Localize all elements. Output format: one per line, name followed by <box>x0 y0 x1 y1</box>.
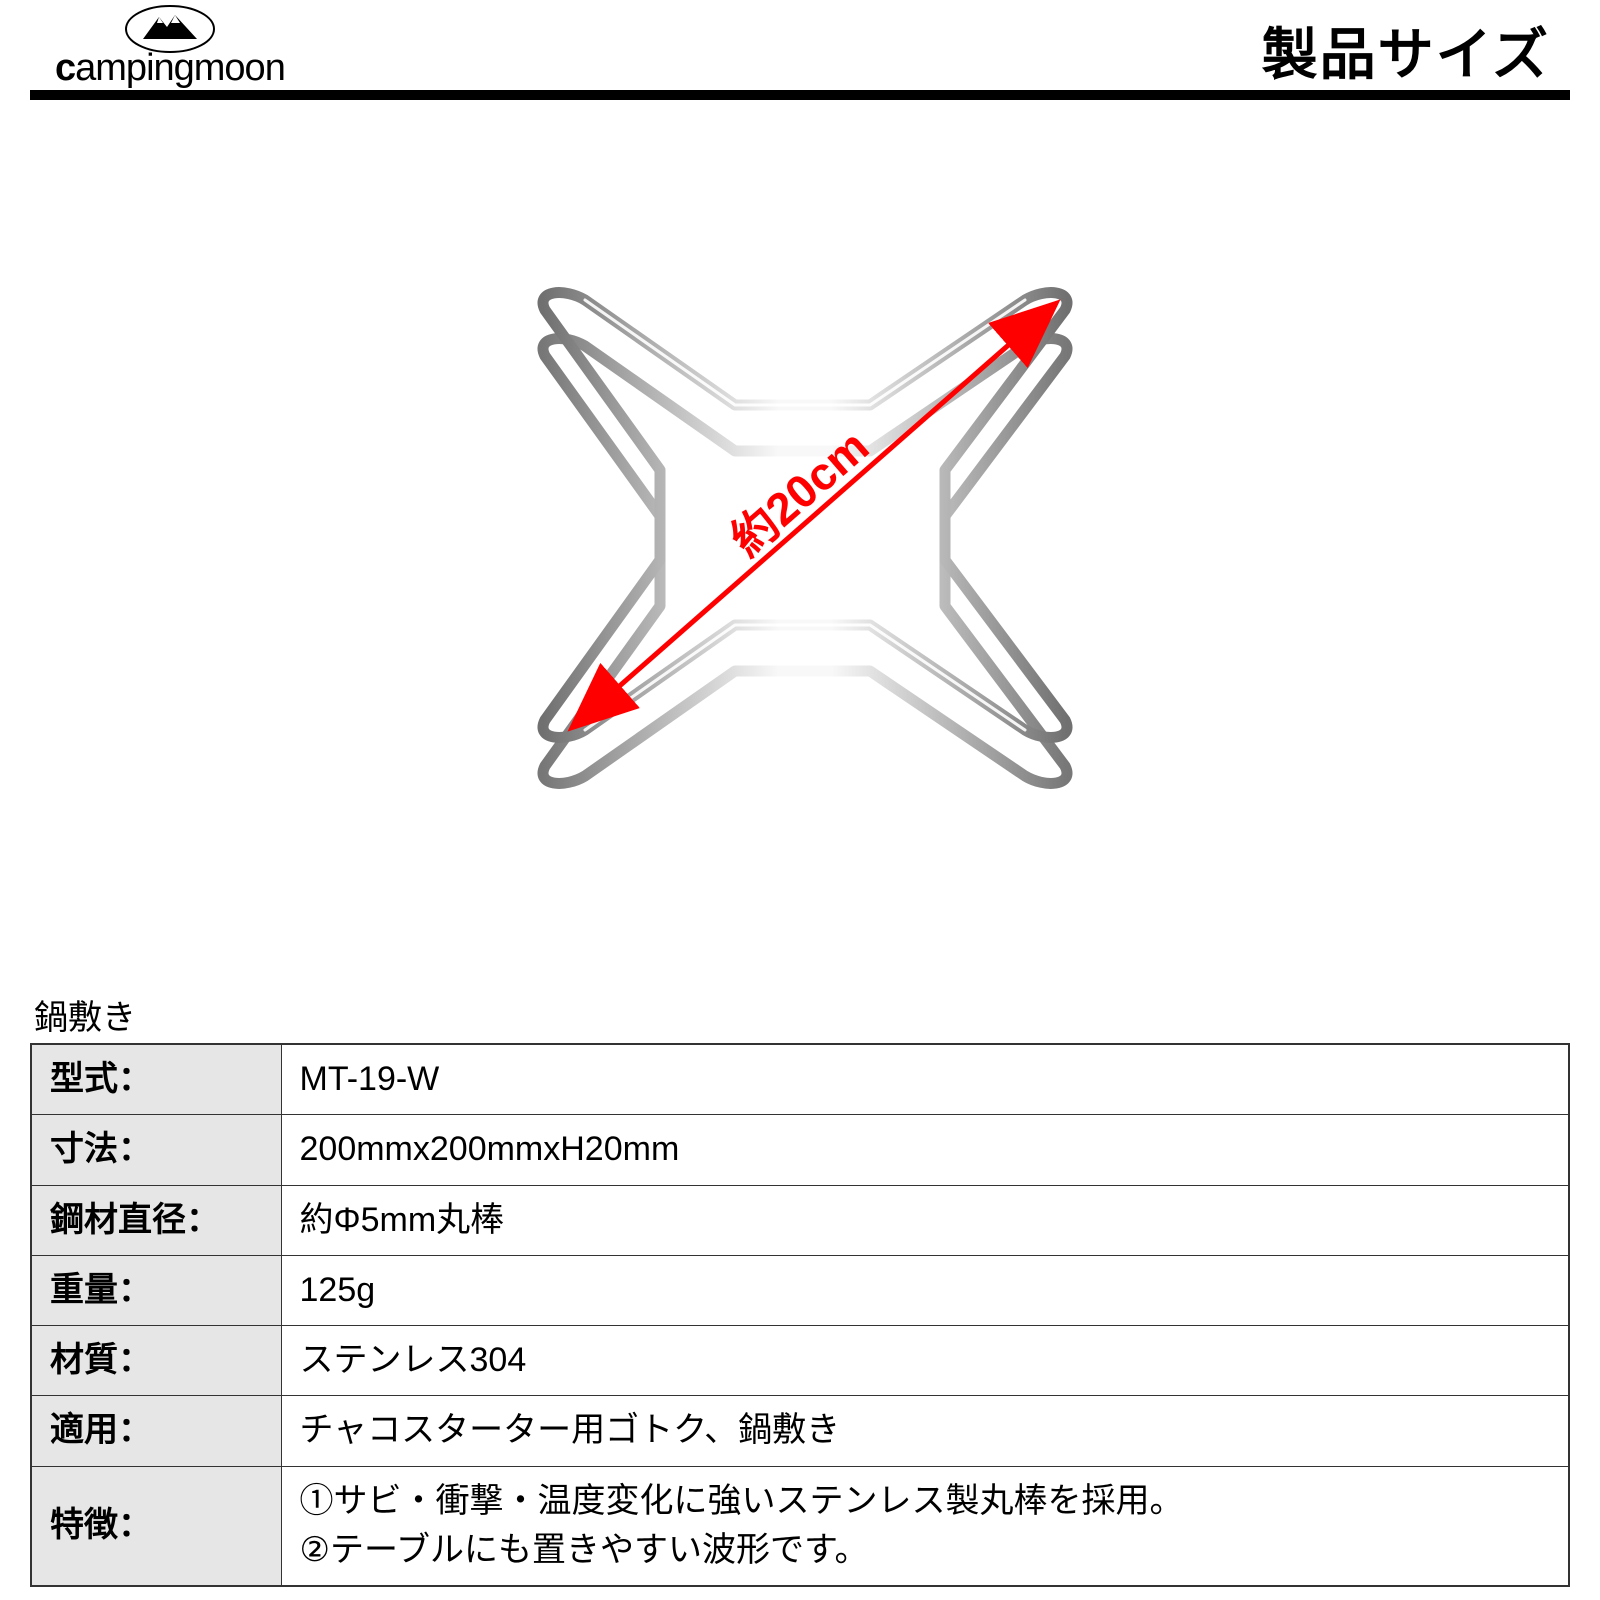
table-row: 特徴：①サビ・衝撃・温度変化に強いステンレス製丸棒を採用。②テーブルにも置きやす… <box>31 1466 1569 1586</box>
spec-value: ステンレス304 <box>281 1326 1569 1396</box>
brand-name: campingmoon <box>55 47 285 90</box>
product-diagram: 約20cm <box>0 170 1600 810</box>
spec-label: 寸法： <box>31 1115 281 1185</box>
spec-label: 重量： <box>31 1255 281 1325</box>
brand-logo: campingmoon <box>55 5 285 90</box>
page-title: 製品サイズ <box>1262 10 1550 91</box>
spec-value: チャコスターター用ゴトク、鍋敷き <box>281 1396 1569 1466</box>
trivet-body <box>543 293 1067 784</box>
table-row: 型式：MT-19-W <box>31 1044 1569 1115</box>
spec-value: ①サビ・衝撃・温度変化に強いステンレス製丸棒を採用。②テーブルにも置きやすい波形… <box>281 1466 1569 1586</box>
spec-label: 型式： <box>31 1044 281 1115</box>
spec-table-block: 鍋敷き 型式：MT-19-W寸法：200mmx200mmxH20mm鋼材直径：約… <box>30 990 1570 1587</box>
spec-label: 鋼材直径： <box>31 1185 281 1255</box>
table-row: 重量：125g <box>31 1255 1569 1325</box>
mountain-icon <box>125 5 215 53</box>
spec-label: 材質： <box>31 1326 281 1396</box>
table-row: 適用：チャコスターター用ゴトク、鍋敷き <box>31 1396 1569 1466</box>
spec-value: MT-19-W <box>281 1044 1569 1115</box>
header-rule <box>30 90 1570 100</box>
spec-value: 200mmx200mmxH20mm <box>281 1115 1569 1185</box>
spec-label: 特徴： <box>31 1466 281 1586</box>
trivet-illustration: 約20cm <box>425 170 1175 810</box>
page-header: campingmoon 製品サイズ <box>0 0 1600 110</box>
dimension-label: 約20cm <box>721 420 879 567</box>
table-row: 鋼材直径：約Φ5mm丸棒 <box>31 1185 1569 1255</box>
table-caption: 鍋敷き <box>30 990 1570 1039</box>
table-row: 材質：ステンレス304 <box>31 1326 1569 1396</box>
spec-value: 125g <box>281 1255 1569 1325</box>
table-row: 寸法：200mmx200mmxH20mm <box>31 1115 1569 1185</box>
spec-label: 適用： <box>31 1396 281 1466</box>
spec-value: 約Φ5mm丸棒 <box>281 1185 1569 1255</box>
spec-table: 型式：MT-19-W寸法：200mmx200mmxH20mm鋼材直径：約Φ5mm… <box>30 1043 1570 1587</box>
